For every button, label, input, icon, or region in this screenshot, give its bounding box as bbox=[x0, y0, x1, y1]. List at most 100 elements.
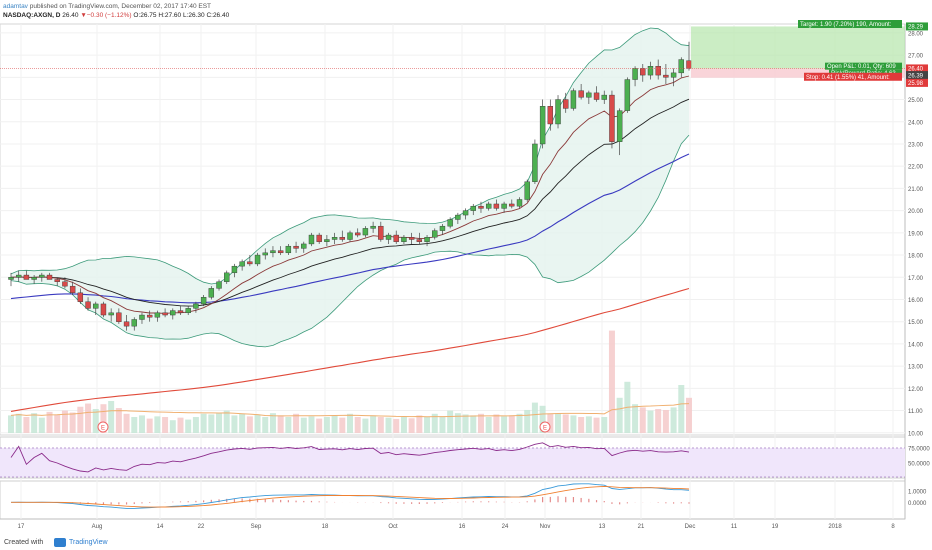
candle-body bbox=[154, 312, 161, 318]
candle-body bbox=[69, 285, 76, 294]
candle-body bbox=[116, 312, 122, 322]
time-tick-label: 13 bbox=[599, 524, 606, 530]
symbol-label[interactable]: NASDAQ:AXGN, D bbox=[3, 12, 61, 19]
candle-body bbox=[455, 214, 461, 220]
time-tick-label: Nov bbox=[540, 524, 551, 530]
candle-body bbox=[139, 314, 145, 320]
volume-bar bbox=[362, 418, 369, 433]
time-tick-label: 16 bbox=[459, 524, 466, 530]
ema-200-line bbox=[10, 287, 690, 412]
volume-bar bbox=[462, 414, 469, 433]
candle-body bbox=[370, 225, 376, 229]
open-value: O:26.75 bbox=[133, 12, 157, 19]
candle-body bbox=[54, 279, 60, 282]
candle-body bbox=[393, 234, 399, 242]
candle-body bbox=[331, 237, 338, 240]
volume-bar bbox=[185, 419, 192, 433]
candle-body bbox=[293, 245, 299, 249]
volume-bar bbox=[108, 401, 115, 433]
volume-bar bbox=[146, 418, 153, 433]
candle-body bbox=[647, 66, 654, 76]
candle-body bbox=[663, 74, 669, 78]
last-price-badge: 26.40 bbox=[908, 67, 924, 73]
candle-body bbox=[23, 274, 30, 280]
volume-bar bbox=[308, 416, 315, 433]
volume-bar bbox=[647, 410, 654, 433]
bollinger-lower-line bbox=[10, 134, 690, 348]
candle-body bbox=[493, 203, 500, 209]
price-tick-label: 27.00 bbox=[908, 54, 924, 60]
volume-bar bbox=[38, 417, 45, 433]
candle-body bbox=[8, 277, 14, 280]
candle-body bbox=[624, 79, 631, 111]
candle-body bbox=[262, 252, 268, 256]
volume-bar bbox=[192, 417, 199, 433]
volume-bar bbox=[277, 415, 284, 433]
volume-bar bbox=[154, 416, 161, 433]
time-tick-label: 21 bbox=[638, 524, 645, 530]
candle-body bbox=[416, 239, 423, 242]
candle-body bbox=[670, 72, 677, 78]
earnings-marker-label: E bbox=[101, 426, 105, 432]
price-tick-label: 18.00 bbox=[908, 254, 924, 260]
candle-body bbox=[478, 205, 484, 209]
volume-bar bbox=[454, 413, 461, 433]
time-tick-label: 11 bbox=[731, 524, 738, 530]
candle-body bbox=[277, 250, 284, 254]
candle-body bbox=[77, 292, 84, 302]
volume-bar bbox=[131, 417, 138, 433]
loss-zone bbox=[691, 68, 905, 78]
candle-body bbox=[408, 237, 415, 240]
volume-bar bbox=[555, 413, 562, 433]
ohlc-legend: NASDAQ:AXGN, D 26.40 ▼−0.30 (−1.12%) O:2… bbox=[3, 11, 229, 20]
profit-zone bbox=[691, 26, 905, 69]
volume-bar bbox=[162, 417, 169, 433]
candle-body bbox=[640, 68, 646, 76]
time-tick-label: 19 bbox=[772, 524, 779, 530]
rsi-line bbox=[10, 442, 690, 473]
candle-body bbox=[316, 234, 322, 242]
macd-pane bbox=[0, 480, 906, 520]
earnings-marker-label: E bbox=[543, 426, 547, 432]
volume-bar bbox=[431, 413, 438, 433]
volume-bar bbox=[655, 409, 662, 433]
created-with-label: Created with bbox=[4, 539, 44, 546]
volume-bar bbox=[593, 417, 600, 433]
time-tick-label: 17 bbox=[18, 524, 25, 530]
candle-body bbox=[462, 210, 469, 216]
candle-body bbox=[31, 277, 37, 280]
time-tick-label: Oct bbox=[388, 524, 398, 530]
volume-bar bbox=[539, 405, 546, 433]
candle-body bbox=[62, 281, 68, 287]
volume-bar bbox=[516, 413, 523, 433]
volume-bar bbox=[686, 397, 692, 433]
candle-body bbox=[239, 261, 245, 267]
candle-body bbox=[339, 237, 345, 240]
stop-label-bg bbox=[804, 72, 902, 81]
candle-body bbox=[424, 237, 430, 242]
volume-bar bbox=[169, 420, 176, 433]
author-link[interactable]: adamtav bbox=[3, 3, 28, 10]
candle-body bbox=[547, 105, 554, 125]
target-price-badge: 28.29 bbox=[908, 25, 924, 31]
candle-body bbox=[85, 301, 91, 309]
time-tick-label: Sep bbox=[251, 524, 262, 530]
time-tick-label: 24 bbox=[502, 524, 509, 530]
volume-bar bbox=[200, 413, 207, 433]
tradingview-logo[interactable]: TradingView bbox=[54, 536, 108, 550]
candle-body bbox=[216, 281, 222, 289]
volume-bar bbox=[408, 418, 415, 433]
volume-bar bbox=[439, 416, 446, 433]
volume-bar bbox=[46, 411, 53, 433]
time-tick-label: Aug bbox=[92, 524, 103, 530]
volume-bar bbox=[616, 397, 623, 433]
candle-body bbox=[254, 254, 261, 265]
volume-bar bbox=[393, 418, 400, 433]
candle-body bbox=[378, 225, 384, 240]
candle-body bbox=[285, 245, 292, 254]
volume-bar bbox=[562, 414, 569, 433]
candle-body bbox=[385, 234, 392, 240]
stop-label: Stop: 0.41 (1.55%) 41, Amount: bbox=[806, 75, 890, 81]
volume-bar bbox=[100, 404, 107, 433]
